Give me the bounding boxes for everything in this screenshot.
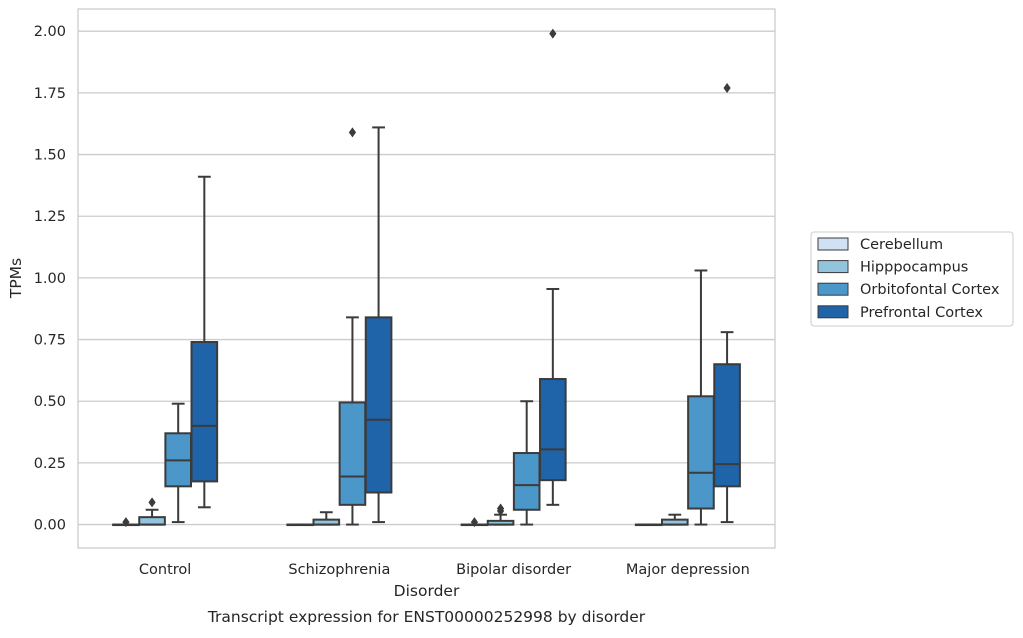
box-group (312, 511, 341, 526)
outlier-point (470, 517, 479, 528)
outlier-point (148, 497, 156, 508)
legend-label: Prefrontal Cortex (860, 305, 983, 321)
outlier-point (723, 82, 731, 93)
box-iqr (190, 341, 219, 483)
x-axis-label: Disorder (394, 582, 460, 600)
outlier-point (549, 28, 557, 39)
y-tick-label: 1.25 (34, 209, 66, 225)
box-group (112, 517, 140, 528)
legend-swatch (817, 260, 849, 274)
box-marks (112, 28, 741, 528)
box-group (539, 28, 567, 506)
y-tick-label: 2.00 (34, 24, 66, 40)
y-axis-label: TPMs (7, 258, 25, 299)
legend-label: Cerebellum (860, 237, 943, 253)
outlier-point (348, 127, 357, 138)
y-tick-label: 0.75 (34, 333, 66, 349)
box-group (713, 82, 741, 524)
legend-swatch (817, 282, 849, 296)
outlier-point (496, 503, 505, 514)
legend-frame (810, 231, 1014, 327)
y-tick-label: 1.50 (34, 148, 66, 164)
box-group (190, 175, 219, 509)
y-tick-label: 0.25 (34, 456, 66, 472)
legend-label: Orbitofontal Cortex (860, 282, 1000, 298)
box-iqr (364, 316, 393, 494)
legend-label: Hipppocampus (860, 260, 968, 276)
x-tick-label: Major depression (626, 562, 750, 578)
x-tick-label: Bipolar disorder (456, 562, 571, 578)
legend: Cerebellum Hipppocampus Orbitofontal Corte… (810, 231, 1014, 327)
box-iqr (687, 395, 715, 510)
box-group (164, 402, 193, 524)
x-tick-labels: Control Schizophrenia Bipolar disorder Majo… (139, 562, 750, 578)
box-group (512, 400, 541, 526)
plot-frame (77, 8, 776, 549)
box-group (660, 513, 689, 526)
y-tick-label: 0.00 (34, 518, 66, 534)
y-tick-labels: 0.00 0.25 0.50 0.75 1.00 1.25 1.50 1.75 2.00 (34, 24, 66, 533)
box-iqr (512, 452, 541, 511)
box-iqr (138, 516, 166, 526)
x-tick-label: Control (139, 562, 191, 578)
box-group (460, 517, 489, 528)
box-group (486, 503, 515, 526)
y-tick-label: 0.50 (34, 394, 66, 410)
box-group (138, 497, 166, 526)
y-tick-label: 1.75 (34, 86, 66, 102)
box-group (286, 523, 314, 527)
y-tick-label: 1.00 (34, 271, 66, 287)
box-iqr (338, 401, 367, 506)
x-tick-label: Schizophrenia (288, 562, 390, 578)
box-group (364, 126, 393, 524)
box-group (338, 127, 367, 526)
chart-caption: Transcript expression for ENST0000025299… (207, 608, 646, 626)
box-iqr (713, 363, 741, 488)
outlier-point (122, 517, 130, 528)
box-group (634, 523, 663, 527)
legend-swatch (817, 237, 849, 251)
box-group (687, 269, 715, 526)
legend-swatch (817, 305, 849, 319)
box-iqr (539, 378, 567, 482)
